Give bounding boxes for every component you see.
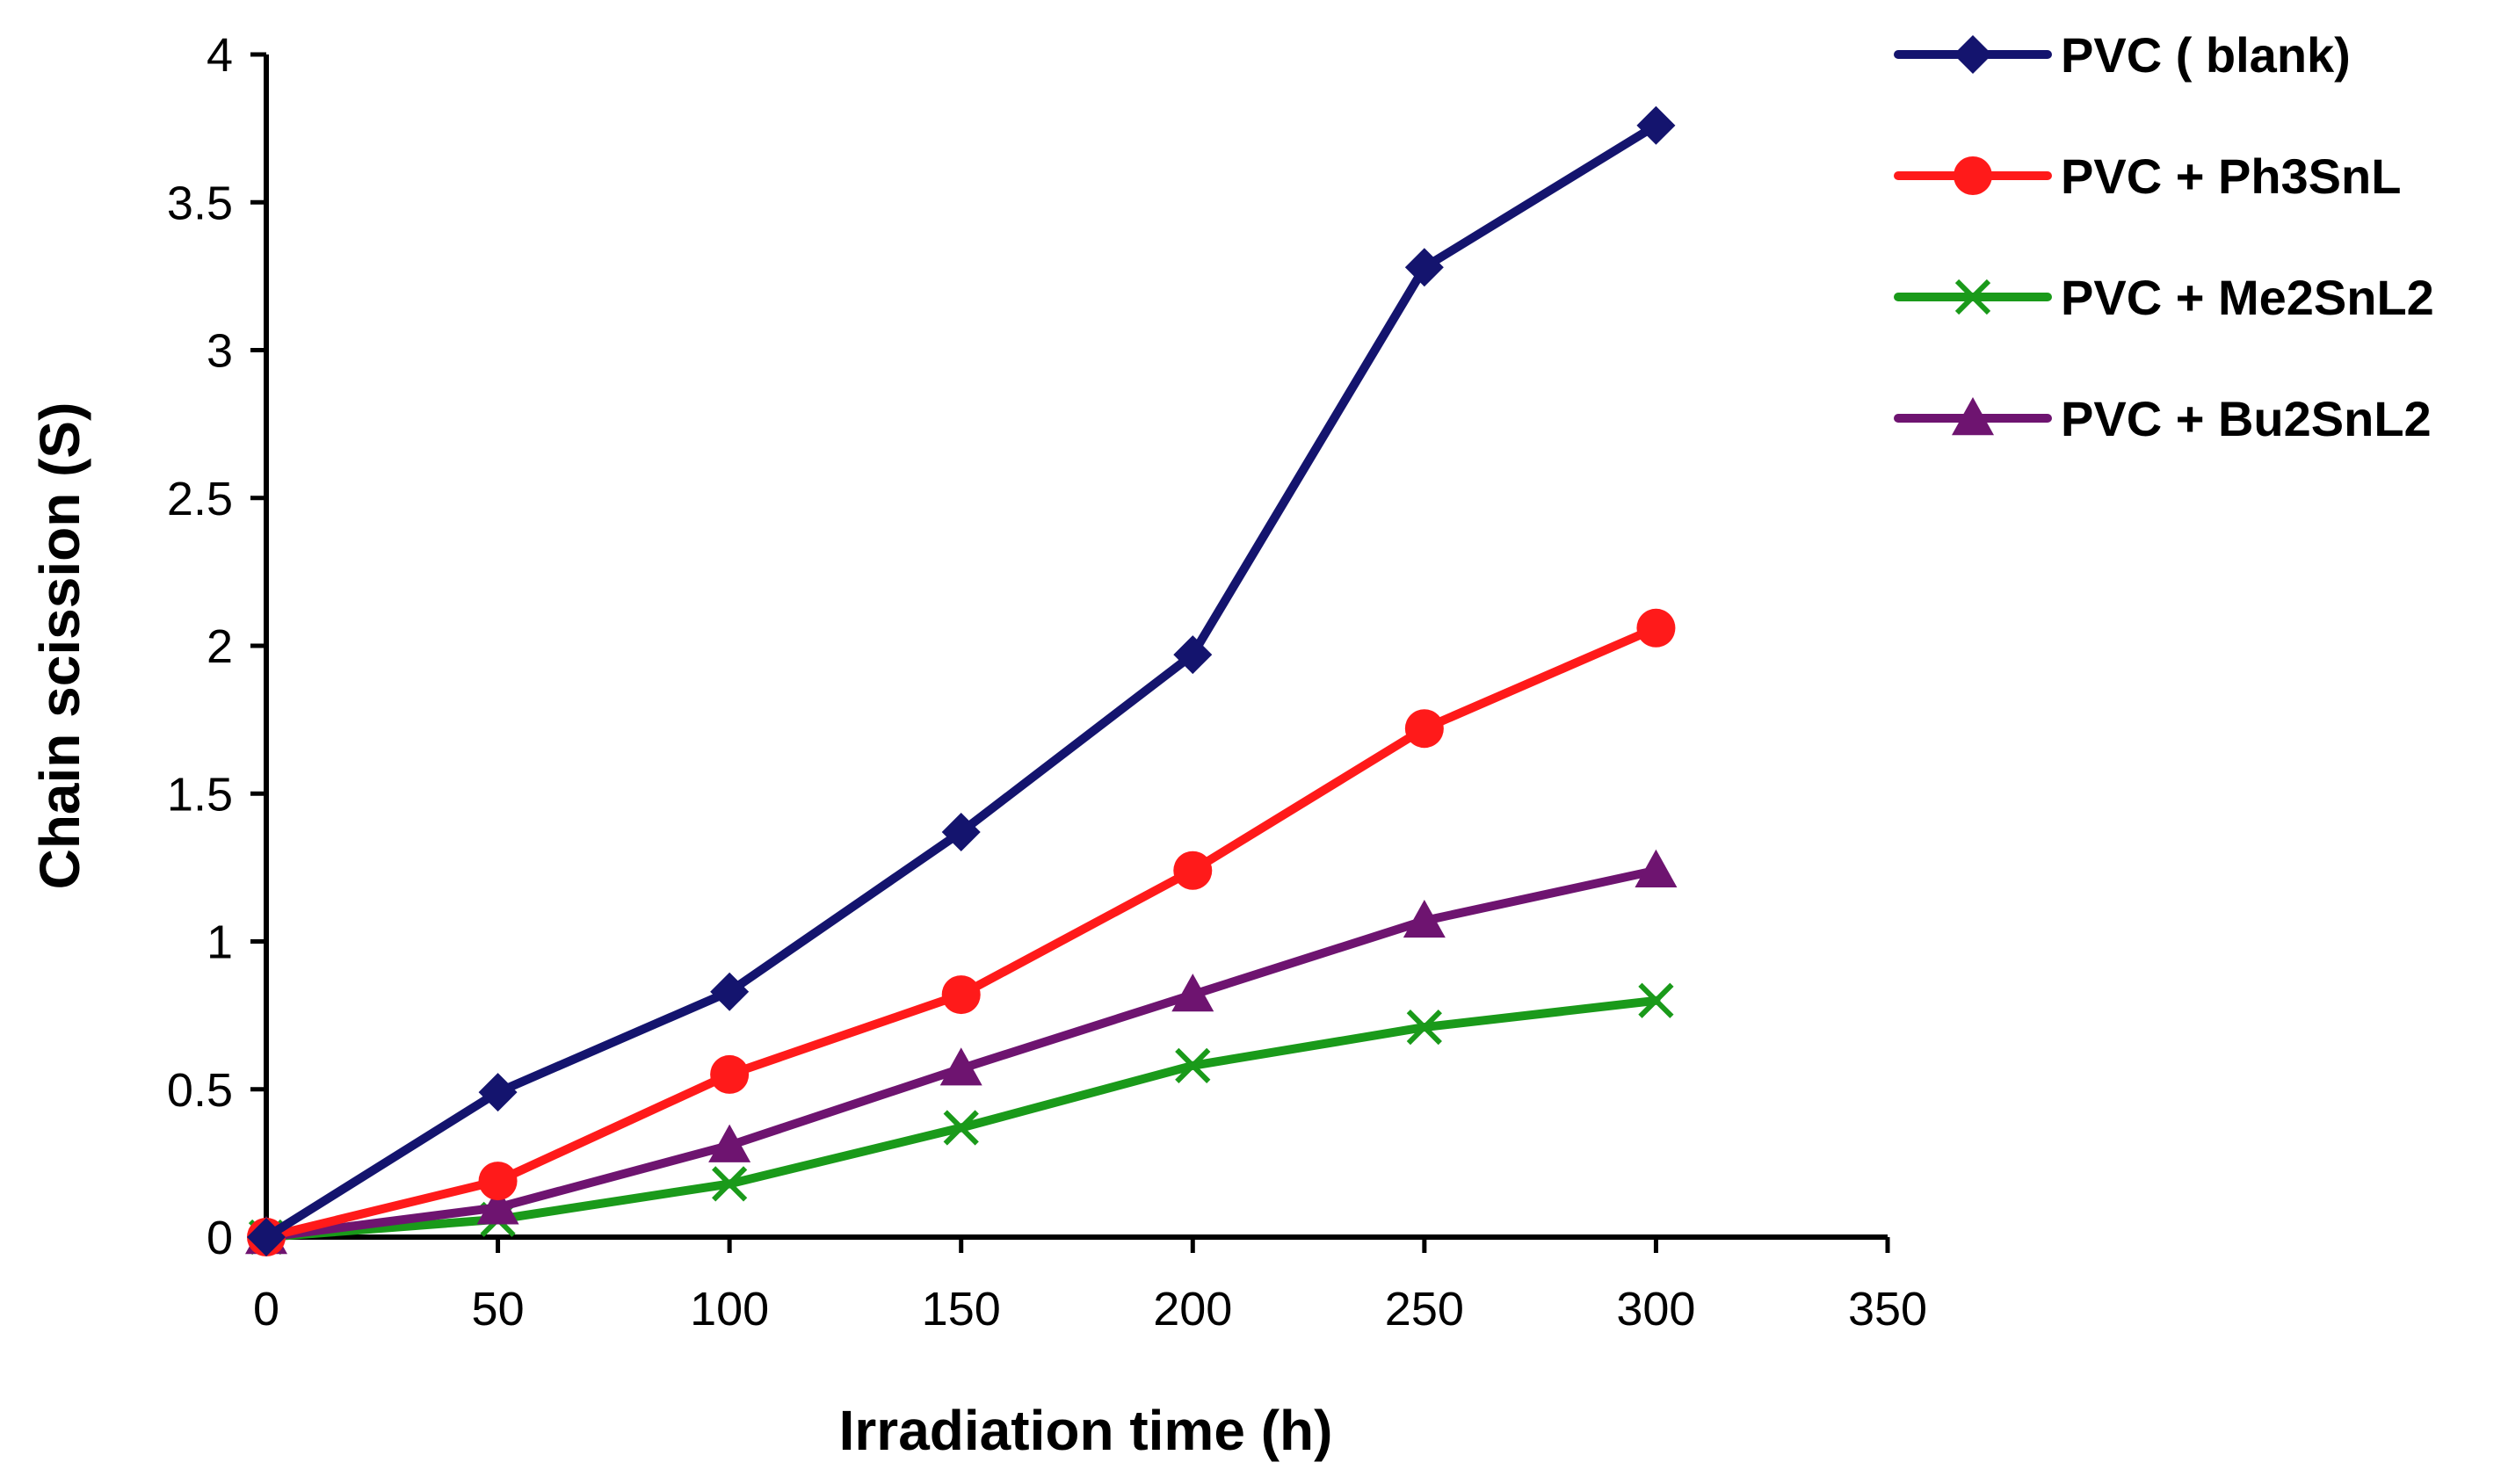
x-ticks: 0 50 100 150 200 250 300 350 — [253, 1237, 1927, 1336]
data-point — [710, 972, 750, 1011]
series-line — [262, 995, 1661, 1241]
data-point — [943, 1110, 979, 1146]
data-point — [708, 1124, 751, 1162]
data-point — [939, 1047, 982, 1086]
y-tick-label: 3 — [207, 325, 233, 378]
y-ticks: 0 0.5 1 1.5 2 2.5 3 3.5 4 — [167, 29, 266, 1264]
x-tick-label: 200 — [1153, 1283, 1232, 1336]
y-tick-label: 2 — [207, 620, 233, 673]
data-point — [478, 1162, 518, 1201]
x-tick-label: 50 — [472, 1283, 525, 1336]
data-point — [1173, 635, 1213, 675]
legend-item: PVC + Me2SnL2 — [1894, 270, 2434, 325]
data-point — [941, 975, 981, 1015]
x-tick-label: 250 — [1385, 1283, 1464, 1336]
series-0 — [247, 105, 1676, 1256]
legend-item: PVC ( blank) — [1894, 27, 2351, 83]
data-point — [1404, 709, 1444, 749]
y-tick-label: 2.5 — [167, 473, 233, 525]
x-tick-label: 300 — [1616, 1283, 1695, 1336]
x-tick-label: 350 — [1848, 1283, 1927, 1336]
data-point — [1638, 982, 1674, 1018]
legend: PVC ( blank) PVC + Ph3SnL PVC + Me2SnL2 PVC… — [1894, 27, 2434, 446]
legend-marker — [1952, 397, 1994, 436]
series-layer — [245, 105, 1678, 1256]
x-tick-label: 150 — [922, 1283, 1001, 1336]
legend-label: PVC ( blank) — [2061, 27, 2351, 83]
axes — [264, 54, 1888, 1240]
legend-marker — [1954, 35, 1992, 74]
data-point — [941, 812, 981, 851]
data-point — [710, 1054, 750, 1094]
x-tick-label: 0 — [253, 1283, 279, 1336]
legend-marker — [1954, 156, 1992, 195]
data-point — [1173, 851, 1213, 890]
data-point — [712, 1166, 748, 1202]
y-tick-label: 1.5 — [167, 768, 233, 821]
legend-label: PVC + Ph3SnL — [2061, 148, 2401, 204]
y-tick-label: 3.5 — [167, 177, 233, 229]
x-axis-title: Irradiation time (h) — [839, 1399, 1333, 1462]
y-axis-title: Chain scission (S) — [28, 402, 91, 890]
data-point — [1636, 608, 1676, 648]
data-point — [1403, 899, 1446, 938]
data-point — [476, 1186, 519, 1225]
data-point — [1171, 974, 1214, 1012]
y-tick-label: 1 — [207, 916, 233, 969]
series-1 — [247, 608, 1676, 1256]
legend-marker — [1954, 279, 1991, 315]
data-point — [1635, 849, 1678, 887]
data-point — [1404, 248, 1444, 287]
legend-item: PVC + Ph3SnL — [1894, 148, 2401, 204]
data-point — [1175, 1047, 1211, 1083]
data-point — [478, 1073, 518, 1112]
y-tick-label: 0 — [207, 1212, 233, 1264]
legend-label: PVC + Me2SnL2 — [2061, 270, 2434, 325]
series-line — [262, 623, 1661, 1241]
data-point — [247, 1218, 286, 1256]
data-point — [1636, 105, 1676, 145]
x-tick-label: 100 — [690, 1283, 769, 1336]
legend-item: PVC + Bu2SnL2 — [1894, 391, 2432, 446]
y-tick-label: 0.5 — [167, 1064, 233, 1117]
series-3 — [245, 849, 1678, 1255]
legend-label: PVC + Bu2SnL2 — [2061, 391, 2432, 446]
y-tick-label: 4 — [207, 29, 233, 82]
data-point — [1406, 1009, 1442, 1046]
